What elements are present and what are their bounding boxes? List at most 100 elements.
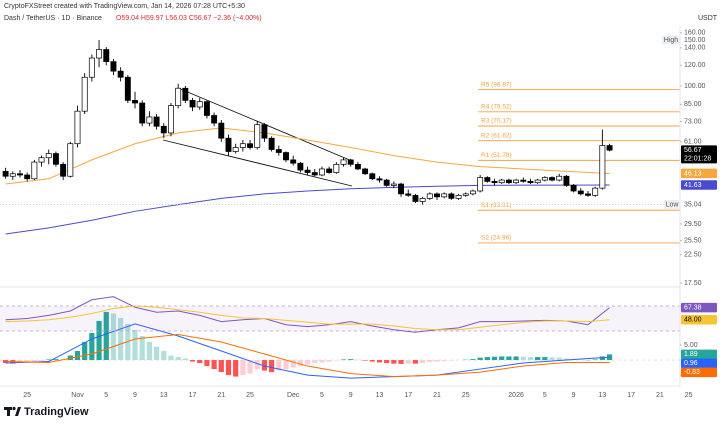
price-tag [681,349,717,360]
x-tick-label: 5 [104,392,108,399]
histogram-bar [82,341,88,361]
candle-body [17,173,23,176]
histogram-bar [89,332,95,361]
candle-body [369,173,376,180]
histogram-bar [513,356,519,361]
candle-body [405,193,412,196]
histogram-bar [499,356,505,361]
x-tick-label: 25 [685,392,693,399]
candle-body [570,185,577,192]
price-tag-label: -0.83 [684,369,700,376]
histogram-bar [146,341,152,361]
candle-body [577,190,584,195]
histogram-bar [348,359,354,361]
candle-body [38,157,45,163]
y-tick-label: 5.00 [684,342,698,349]
pivot-label: R4 (79.52) [481,104,512,111]
candle-body [103,49,110,62]
candle-body [283,152,289,161]
y-tick-label: 25.50 [684,237,702,244]
x-tick-label: 9 [133,392,137,399]
pivot-label: R1 (51.78) [481,152,512,159]
price-tag-label: 0.96 [684,360,698,367]
histogram-bar [233,360,239,377]
histogram-bar [391,360,397,364]
y-tick-label: 160.00 [684,30,706,37]
price-tag-label: 1.89 [684,351,698,358]
histogram-bar [211,360,217,370]
candle-body [211,115,218,124]
y-tick-label: 85.00 [684,101,702,108]
logo-mark [12,406,16,411]
histogram-bar [96,320,102,361]
candle-body [441,193,448,198]
histogram-bar [261,360,268,371]
candle-body [541,177,548,181]
histogram-bar [269,360,275,373]
candle-body [426,193,433,199]
x-tick-label: 5 [320,392,324,399]
candle-body [347,159,354,165]
candle-body [513,179,520,184]
candle-body [160,125,167,134]
logo: TradingView [4,406,89,418]
histogram-bar [240,360,246,376]
candle-body [383,179,390,186]
price-tag-label: 41.63 [684,182,702,189]
candle-body [81,76,88,112]
histogram-bar [369,360,375,362]
candle-body [124,76,131,101]
x-tick-label: 9 [349,392,353,399]
axes: 160.00 140.00 120.00 100.00 85.00 73.00 61.00 2… [23,30,717,399]
moving-average [5,184,610,235]
histogram-bar [556,357,562,361]
histogram-bar [535,357,541,361]
histogram-bar [74,351,81,361]
histogram-bar [542,357,548,361]
candle-body [354,163,361,170]
candle-body [290,159,297,164]
candle-body [9,173,16,177]
candle-body [319,168,325,176]
histogram-bar [189,360,196,362]
x-tick-label: 21 [433,392,441,399]
y-tick-label: 22.50 [684,251,702,258]
candle-body [2,170,9,177]
histogram-bar [132,329,138,361]
x-tick-label: 25 [462,392,470,399]
histogram-bar [110,313,117,361]
histogram-bar [46,359,52,361]
credit: CryptoFXStreet created with TradingView.… [4,3,245,10]
rsi-line [5,305,610,331]
histogram-bar [563,358,570,361]
histogram-bar [297,360,303,367]
histogram-bar [139,335,145,361]
histogram-bar [290,360,296,368]
symbol: Dash / TetherUS · 1D · Binance [4,15,102,22]
candle-body [599,145,606,189]
y-tick-label: 29.50 [684,221,702,228]
candle-body [254,124,261,148]
candle-body [390,183,397,186]
pivot-label: R5 (96.87) [481,81,512,88]
x-tick-label: 17 [189,392,197,399]
histogram-bar [161,351,167,361]
y-tick-label: 73.00 [684,118,702,125]
macd-line [5,333,610,378]
histogram-bar [384,360,390,364]
candle-body [469,190,476,195]
ohlc: O59.04 H59.97 L56.03 C56.67 −2.36 (−4.00… [116,15,262,22]
histogram-bar [527,357,534,361]
histogram-bar [362,360,368,361]
rsi-pane [0,296,680,333]
price-tag-label: 46.13 [684,170,702,177]
candle-body [556,175,563,181]
high-box [662,35,680,45]
histogram-bar [2,360,9,364]
histogram-bar [118,317,124,361]
price-tag-label: 48.00 [684,317,702,324]
histogram-bar [218,360,224,373]
price-tag [681,145,717,164]
x-tick-label: 9 [572,392,576,399]
high-text: High [664,37,679,44]
